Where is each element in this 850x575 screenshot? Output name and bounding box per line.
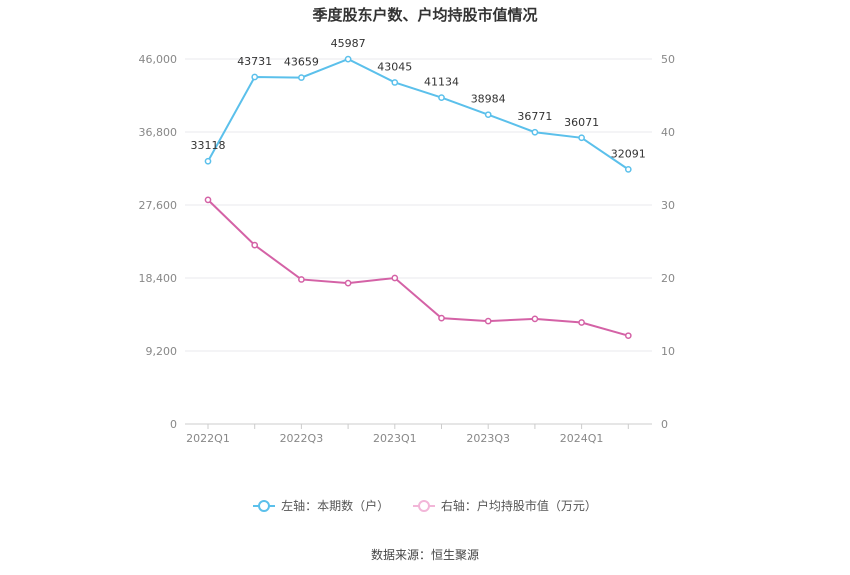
x-axis-tick-label: 2023Q3 <box>466 432 510 445</box>
legend-swatch-right-icon <box>412 499 435 512</box>
data-point-right <box>391 274 399 282</box>
data-point-right <box>438 314 445 322</box>
data-label: 41134 <box>424 76 459 89</box>
right-axis-tick: 40 <box>661 126 675 139</box>
data-point-left <box>438 94 445 101</box>
legend-label-left: 左轴：本期数（户） <box>281 499 390 513</box>
data-point-left <box>298 74 305 81</box>
data-label: 43731 <box>237 55 272 68</box>
data-point-right <box>204 196 212 204</box>
data-label: 45987 <box>331 37 366 50</box>
data-label: 33118 <box>191 139 226 152</box>
right-axis-tick: 50 <box>661 53 675 66</box>
data-point-left <box>251 73 259 81</box>
data-label: 32091 <box>611 147 646 160</box>
data-point-left <box>624 166 632 173</box>
data-point-left <box>204 157 212 165</box>
legend-item-right-series[interactable]: 右轴：户均持股市值（万元） <box>412 497 597 514</box>
data-point-right <box>531 315 539 323</box>
legend: 左轴：本期数（户） 右轴：户均持股市值（万元） <box>0 497 850 515</box>
data-label: 43659 <box>284 56 319 69</box>
data-point-left <box>484 111 492 119</box>
data-point-right <box>624 332 632 340</box>
series-line-left <box>207 58 629 171</box>
data-label: 38984 <box>471 93 506 106</box>
data-point-right <box>344 279 352 287</box>
left-axis-tick: 46,000 <box>139 53 178 66</box>
data-point-left <box>578 134 585 142</box>
legend-label-right: 右轴：户均持股市值（万元） <box>440 499 597 513</box>
data-label: 36071 <box>564 116 599 129</box>
data-point-right <box>484 317 492 325</box>
x-axis-tick-label: 2022Q3 <box>280 432 324 445</box>
x-axis-tick-label: 2023Q1 <box>373 432 417 445</box>
data-label: 36771 <box>517 110 552 123</box>
data-point-right <box>298 276 305 283</box>
data-point-left <box>391 79 399 86</box>
legend-item-left-series[interactable]: 左轴：本期数（户） <box>253 497 389 514</box>
chart-title: 季度股东户数、户均持股市值情况 <box>312 6 538 24</box>
x-axis-tick-label: 2022Q1 <box>186 432 230 445</box>
data-point-right <box>578 319 585 326</box>
right-axis-tick: 0 <box>661 418 668 431</box>
data-label: 43045 <box>377 60 412 73</box>
data-point-left <box>531 128 539 136</box>
left-axis-tick: 18,400 <box>139 272 178 285</box>
series-line-right <box>207 199 629 337</box>
legend-swatch-left-icon <box>253 499 276 512</box>
x-axis-tick-label: 2024Q1 <box>560 432 604 445</box>
left-axis-tick: 36,800 <box>139 126 178 139</box>
data-point-left <box>344 55 352 63</box>
left-axis-tick: 9,200 <box>146 345 178 358</box>
data-source: 数据来源：恒生聚源 <box>370 548 479 562</box>
right-axis-tick: 10 <box>661 345 675 358</box>
right-axis-tick: 30 <box>661 199 675 212</box>
data-point-right <box>251 241 259 249</box>
right-axis-tick: 20 <box>661 272 675 285</box>
left-axis-tick: 0 <box>170 418 177 431</box>
left-axis-tick: 27,600 <box>139 199 178 212</box>
